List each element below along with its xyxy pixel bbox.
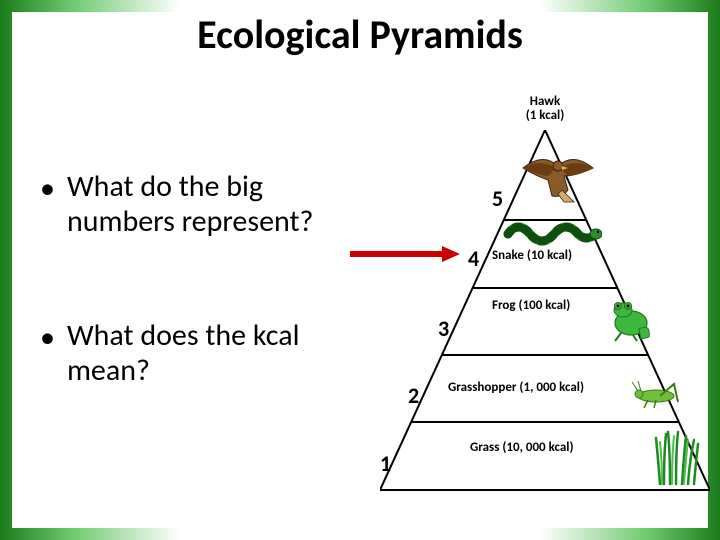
hawk-icon (518, 150, 598, 210)
grass-icon (652, 428, 702, 491)
level-label-grass: Grass (10, 000 kcal) (470, 440, 574, 455)
slide-title: Ecological Pyramids (0, 10, 720, 59)
level-label-grasshopper: Grasshopper (1, 000 kcal) (448, 380, 584, 395)
frog-icon (605, 295, 660, 350)
bullet-list: • What do the big numbers represent? • W… (40, 170, 350, 468)
bullet-item: • What do the big numbers represent? (40, 170, 350, 239)
bullet-item: • What does the kcal mean? (40, 319, 350, 388)
level-number-5: 5 (492, 185, 503, 212)
level-label-frog: Frog (100 kcal) (492, 298, 570, 313)
bullet-dot-icon: • (40, 321, 55, 356)
level-number-3: 3 (438, 315, 449, 342)
level-number-1: 1 (380, 450, 391, 477)
ecological-pyramid: Hawk (1 kcal) 5 4 Snake (10 kcal) 3 Frog… (380, 130, 710, 500)
level-number-4: 4 (468, 245, 479, 272)
grasshopper-icon (630, 378, 685, 418)
snake-icon (502, 214, 602, 251)
bullet-text: What does the kcal mean? (67, 319, 350, 388)
level-label-hawk: Hawk (1 kcal) (510, 95, 580, 124)
bullet-text: What do the big numbers represent? (67, 170, 350, 239)
bullet-dot-icon: • (40, 172, 55, 207)
level-number-2: 2 (408, 382, 419, 409)
